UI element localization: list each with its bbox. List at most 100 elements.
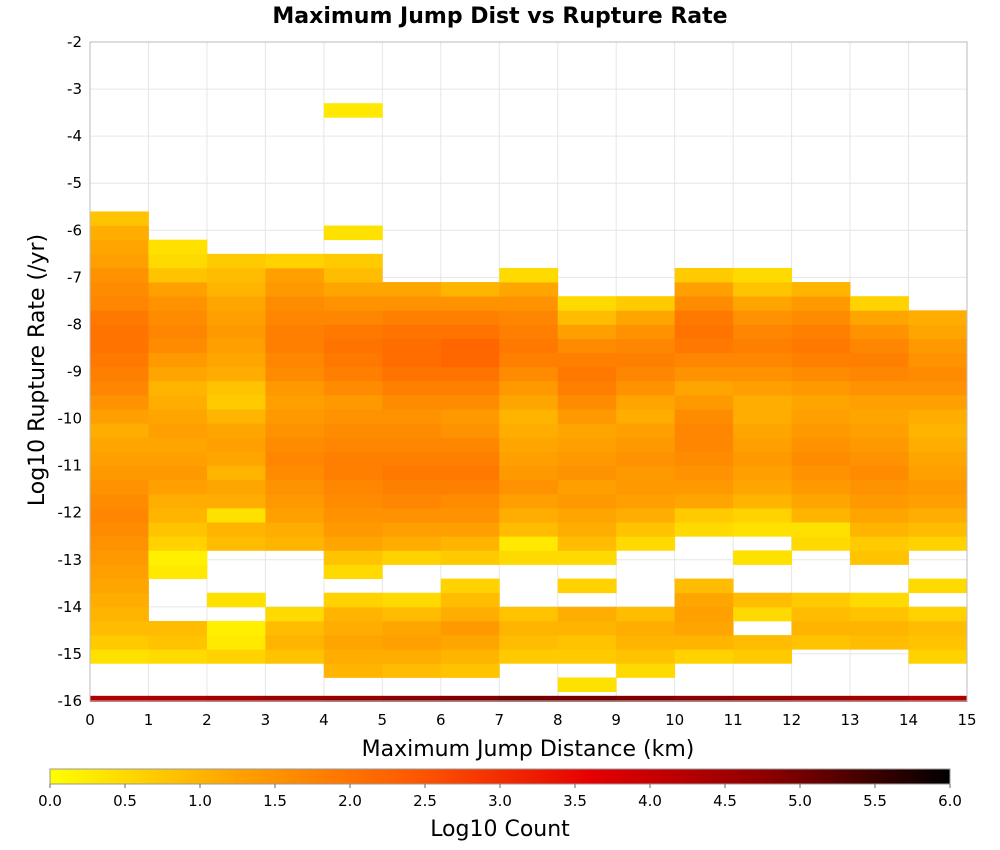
y-tick-label: -3 bbox=[67, 80, 82, 98]
heatmap-cell bbox=[265, 352, 325, 368]
heatmap-cell bbox=[265, 409, 325, 424]
heatmap-cell bbox=[206, 267, 266, 283]
colorbar-tick-label: 1.0 bbox=[188, 792, 212, 810]
heatmap-cell bbox=[908, 423, 968, 438]
heatmap-cell bbox=[440, 310, 500, 325]
heatmap-cell bbox=[557, 437, 617, 452]
y-tick-label: -12 bbox=[58, 504, 83, 522]
heatmap-cell bbox=[908, 352, 968, 368]
heatmap-cell bbox=[791, 465, 851, 481]
heatmap-cell bbox=[791, 536, 851, 551]
heatmap-cell bbox=[616, 620, 676, 636]
heatmap-cell bbox=[90, 564, 149, 580]
heatmap-cell bbox=[674, 649, 734, 664]
heatmap-cell bbox=[206, 437, 266, 452]
heatmap-cell bbox=[323, 550, 383, 565]
heatmap-cell bbox=[148, 296, 208, 311]
heatmap-cell bbox=[206, 465, 266, 481]
heatmap-cell bbox=[674, 338, 734, 354]
heatmap-cell bbox=[265, 695, 325, 702]
heatmap-cell bbox=[440, 296, 500, 311]
heatmap-cell bbox=[850, 550, 909, 565]
heatmap-cell bbox=[850, 366, 909, 382]
heatmap-cell bbox=[908, 479, 968, 495]
heatmap-cell bbox=[616, 324, 676, 339]
heatmap-cell bbox=[791, 620, 851, 636]
heatmap-cell bbox=[265, 366, 325, 382]
heatmap-cell bbox=[323, 564, 383, 580]
heatmap-cell bbox=[850, 522, 909, 537]
heatmap-cell bbox=[323, 409, 383, 424]
heatmap-cell bbox=[382, 423, 442, 438]
heatmap-cell bbox=[674, 592, 734, 608]
heatmap-cell bbox=[733, 479, 792, 495]
heatmap-cell bbox=[674, 508, 734, 523]
heatmap-cell bbox=[148, 508, 208, 523]
heatmap-cell bbox=[90, 310, 149, 325]
heatmap-cell bbox=[850, 620, 909, 636]
heatmap-cell bbox=[908, 395, 968, 410]
x-tick-label: 12 bbox=[782, 711, 801, 729]
heatmap-cell bbox=[499, 635, 559, 650]
heatmap-cell bbox=[499, 479, 559, 495]
heatmap-cell bbox=[499, 282, 559, 297]
heatmap-cell bbox=[382, 536, 442, 551]
heatmap-cell bbox=[265, 296, 325, 311]
heatmap-cell bbox=[674, 695, 734, 702]
heatmap-cell bbox=[908, 649, 968, 664]
colorbar-ticks: 0.0 0.5 1.0 1.5 2.0 2.5 3.0 3.5 4.0 4.5 5.0 5.5 6.0 bbox=[38, 784, 962, 810]
heatmap-cell bbox=[674, 465, 734, 481]
heatmap-cell bbox=[733, 282, 792, 297]
heatmap-cells bbox=[90, 103, 968, 702]
y-tick-label: -15 bbox=[58, 645, 83, 663]
heatmap-cell bbox=[90, 211, 149, 226]
y-tick-label: -16 bbox=[58, 692, 83, 710]
colorbar-tick-label: 4.0 bbox=[638, 792, 662, 810]
heatmap-cell bbox=[499, 267, 559, 283]
heatmap-cell bbox=[206, 310, 266, 325]
heatmap-cell bbox=[382, 508, 442, 523]
heatmap-cell bbox=[908, 522, 968, 537]
heatmap-cell bbox=[908, 366, 968, 382]
heatmap-cell bbox=[382, 352, 442, 368]
heatmap-cell bbox=[850, 451, 909, 467]
heatmap-cell bbox=[791, 479, 851, 495]
heatmap-cell bbox=[323, 592, 383, 608]
colorbar-tick-label: 3.5 bbox=[563, 792, 587, 810]
heatmap-cell bbox=[90, 592, 149, 608]
heatmap-cell bbox=[148, 620, 208, 636]
heatmap-cell bbox=[791, 352, 851, 368]
x-tick-label: 11 bbox=[724, 711, 743, 729]
heatmap-cell bbox=[733, 451, 792, 467]
heatmap-cell bbox=[148, 493, 208, 509]
heatmap-cell bbox=[674, 296, 734, 311]
colorbar-tick-label: 0.0 bbox=[38, 792, 62, 810]
heatmap-cell bbox=[791, 695, 851, 702]
heatmap-cell bbox=[265, 465, 325, 481]
heatmap-cell bbox=[440, 366, 500, 382]
heatmap-cell bbox=[908, 493, 968, 509]
heatmap-cell bbox=[674, 267, 734, 283]
heatmap-cell bbox=[323, 103, 383, 118]
heatmap-cell bbox=[440, 635, 500, 650]
heatmap-cell bbox=[791, 508, 851, 523]
heatmap-cell bbox=[148, 522, 208, 537]
heatmap-cell bbox=[557, 338, 617, 354]
heatmap-cell bbox=[382, 409, 442, 424]
heatmap-cell bbox=[90, 380, 149, 396]
heatmap-cell bbox=[265, 522, 325, 537]
heatmap-cell bbox=[733, 592, 792, 608]
heatmap-cell bbox=[323, 338, 383, 354]
y-tick-label: -6 bbox=[67, 221, 82, 239]
heatmap-cell bbox=[206, 395, 266, 410]
y-tick-label: -2 bbox=[67, 33, 82, 51]
heatmap-cell bbox=[323, 395, 383, 410]
heatmap-cell bbox=[674, 423, 734, 438]
heatmap-cell bbox=[323, 366, 383, 382]
heatmap-cell bbox=[382, 695, 442, 702]
heatmap-cell bbox=[90, 695, 149, 702]
heatmap-cell bbox=[674, 352, 734, 368]
heatmap-cell bbox=[148, 550, 208, 565]
heatmap-cell bbox=[557, 606, 617, 622]
heatmap-cell bbox=[440, 508, 500, 523]
